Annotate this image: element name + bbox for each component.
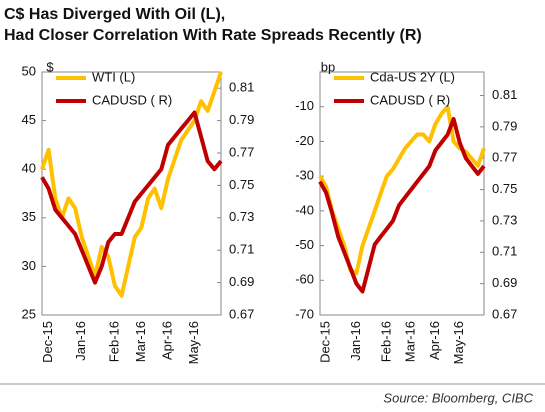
x-tick-label: Jan-16 xyxy=(73,321,88,361)
legend-label: WTI (L) xyxy=(92,69,135,84)
legend-label: CADUSD ( R) xyxy=(370,92,450,107)
y-tick-label: 35 xyxy=(22,209,36,224)
y-tick-label: 25 xyxy=(22,306,36,321)
y2-tick-label: 0.73 xyxy=(492,212,517,227)
y2-tick-label: 0.81 xyxy=(492,87,517,102)
x-tick-label: May-16 xyxy=(451,321,466,364)
y2-tick-label: 0.69 xyxy=(229,274,254,289)
series-line xyxy=(318,117,486,294)
title-line: Had Closer Correlation With Rate Spreads… xyxy=(4,27,422,44)
y-tick-label: -20 xyxy=(295,133,314,148)
y-tick-label: -50 xyxy=(295,237,314,252)
legend-label: Cda-US 2Y (L) xyxy=(370,69,455,84)
x-tick-label: Dec-15 xyxy=(40,321,55,363)
x-tick-label: Dec-15 xyxy=(318,321,333,363)
series-line xyxy=(40,110,223,285)
y-tick-label: -60 xyxy=(295,272,314,287)
y-tick-label: 50 xyxy=(22,63,36,78)
y2-tick-label: 0.77 xyxy=(229,144,254,159)
y2-tick-label: 0.69 xyxy=(492,275,517,290)
y-tick-label: 45 xyxy=(22,112,36,127)
x-tick-label: Jan-16 xyxy=(348,321,363,361)
y2-tick-label: 0.67 xyxy=(229,306,254,321)
y-axis-label: bp xyxy=(321,59,335,74)
y2-tick-label: 0.75 xyxy=(492,181,517,196)
y2-tick-label: 0.79 xyxy=(229,112,254,127)
y2-tick-label: 0.81 xyxy=(229,80,254,95)
source: Source: Bloomberg, CIBC xyxy=(383,390,533,405)
x-tick-label: Feb-16 xyxy=(106,321,121,362)
y-axis-label: $ xyxy=(46,59,54,74)
y2-tick-label: 0.67 xyxy=(492,306,517,321)
y-tick-label: -30 xyxy=(295,168,314,183)
x-tick-label: Apr-16 xyxy=(427,321,442,360)
y-tick-label: 40 xyxy=(22,161,36,176)
y2-tick-label: 0.75 xyxy=(229,177,254,192)
plot-frame xyxy=(319,71,485,316)
series-line xyxy=(40,71,223,298)
y-tick-label: -70 xyxy=(295,306,314,321)
x-tick-label: Mar-16 xyxy=(403,321,418,362)
y-tick-label: -40 xyxy=(295,202,314,217)
x-tick-label: Mar-16 xyxy=(133,321,148,362)
y-tick-label: -10 xyxy=(295,98,314,113)
y2-tick-label: 0.77 xyxy=(492,150,517,165)
y2-tick-label: 0.71 xyxy=(492,244,517,259)
title-line: C$ Has Diverged With Oil (L), xyxy=(4,6,225,23)
x-tick-label: Apr-16 xyxy=(159,321,174,360)
y2-tick-label: 0.79 xyxy=(492,118,517,133)
y2-tick-label: 0.71 xyxy=(229,242,254,257)
x-tick-label: May-16 xyxy=(186,321,201,364)
legend-label: CADUSD ( R) xyxy=(92,92,172,107)
y2-tick-label: 0.73 xyxy=(229,209,254,224)
plot-frame xyxy=(41,71,222,316)
x-tick-label: Feb-16 xyxy=(378,321,393,362)
y-tick-label: 30 xyxy=(22,258,36,273)
